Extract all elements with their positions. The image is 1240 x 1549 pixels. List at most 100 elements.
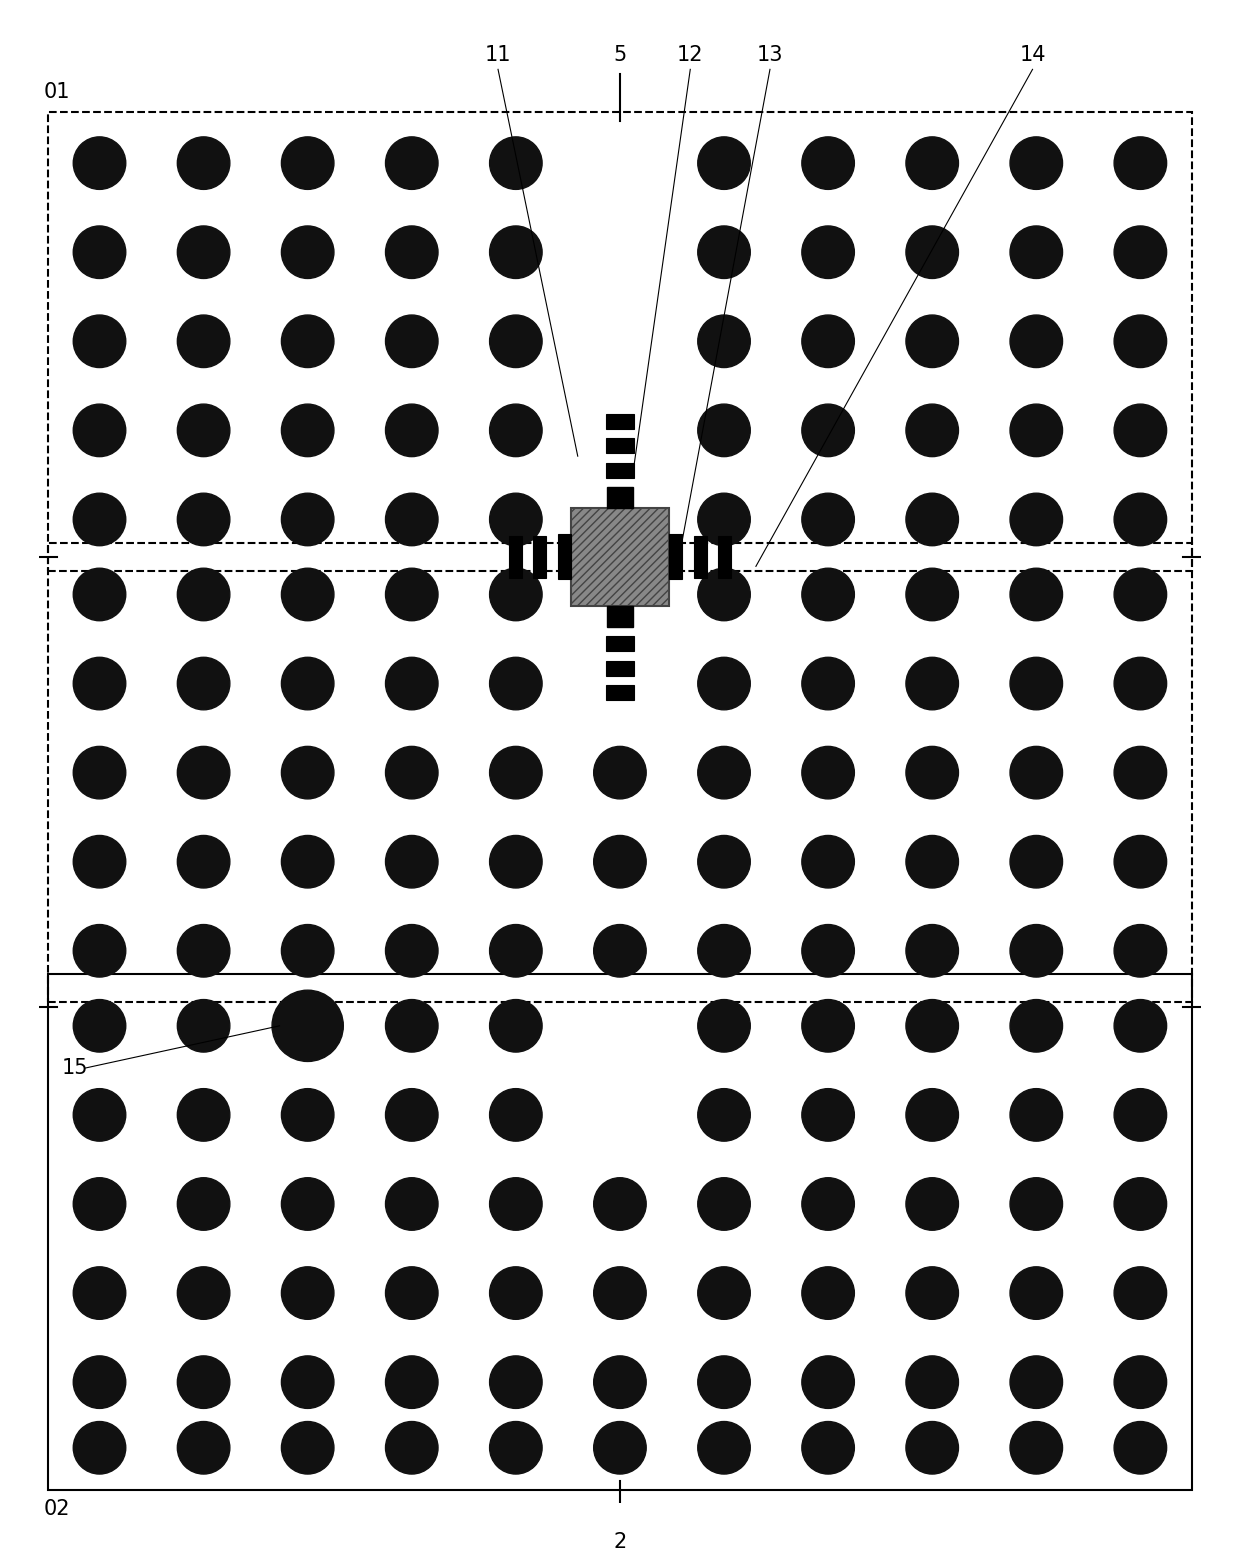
- Circle shape: [73, 314, 125, 367]
- Circle shape: [490, 835, 542, 888]
- Circle shape: [73, 404, 125, 457]
- Circle shape: [1011, 747, 1063, 799]
- Circle shape: [177, 1267, 229, 1320]
- Circle shape: [698, 1355, 750, 1408]
- Circle shape: [594, 925, 646, 977]
- Circle shape: [1011, 1177, 1063, 1230]
- Circle shape: [177, 835, 229, 888]
- Circle shape: [802, 925, 854, 977]
- Circle shape: [386, 136, 438, 189]
- Circle shape: [177, 568, 229, 621]
- Circle shape: [490, 136, 542, 189]
- Circle shape: [802, 568, 854, 621]
- Circle shape: [281, 657, 334, 709]
- Circle shape: [281, 747, 334, 799]
- Circle shape: [698, 493, 750, 545]
- Circle shape: [594, 835, 646, 888]
- Circle shape: [490, 999, 542, 1052]
- Circle shape: [1011, 493, 1063, 545]
- Circle shape: [802, 1355, 854, 1408]
- Circle shape: [490, 314, 542, 367]
- Circle shape: [281, 1422, 334, 1475]
- Circle shape: [698, 1267, 750, 1320]
- Circle shape: [490, 404, 542, 457]
- Circle shape: [698, 835, 750, 888]
- Circle shape: [906, 657, 959, 709]
- Circle shape: [1011, 1422, 1063, 1475]
- Circle shape: [906, 1177, 959, 1230]
- Circle shape: [1011, 226, 1063, 279]
- Circle shape: [177, 314, 229, 367]
- Circle shape: [906, 925, 959, 977]
- Circle shape: [386, 404, 438, 457]
- Bar: [606, 606, 634, 627]
- Text: 11: 11: [485, 45, 511, 65]
- Circle shape: [1114, 314, 1167, 367]
- Circle shape: [594, 1177, 646, 1230]
- Circle shape: [1011, 835, 1063, 888]
- Text: 14: 14: [1019, 45, 1045, 65]
- Circle shape: [1011, 1355, 1063, 1408]
- Circle shape: [594, 1267, 646, 1320]
- Circle shape: [1114, 1089, 1167, 1142]
- Circle shape: [1114, 657, 1167, 709]
- Circle shape: [386, 1177, 438, 1230]
- Circle shape: [177, 136, 229, 189]
- Circle shape: [1114, 1177, 1167, 1230]
- Circle shape: [802, 999, 854, 1052]
- Circle shape: [698, 999, 750, 1052]
- Circle shape: [1011, 657, 1063, 709]
- Circle shape: [906, 1422, 959, 1475]
- Circle shape: [1011, 314, 1063, 367]
- Circle shape: [386, 1422, 438, 1475]
- Circle shape: [386, 747, 438, 799]
- Circle shape: [698, 314, 750, 367]
- Circle shape: [906, 404, 959, 457]
- Circle shape: [906, 835, 959, 888]
- Circle shape: [1011, 568, 1063, 621]
- Bar: [606, 438, 634, 454]
- Text: 2: 2: [614, 1532, 626, 1549]
- Circle shape: [386, 835, 438, 888]
- Circle shape: [802, 136, 854, 189]
- Circle shape: [1114, 493, 1167, 545]
- Circle shape: [281, 226, 334, 279]
- Circle shape: [490, 568, 542, 621]
- Circle shape: [281, 568, 334, 621]
- Circle shape: [73, 1177, 125, 1230]
- Circle shape: [906, 999, 959, 1052]
- Circle shape: [802, 1089, 854, 1142]
- Circle shape: [281, 925, 334, 977]
- Circle shape: [802, 493, 854, 545]
- Circle shape: [698, 226, 750, 279]
- Circle shape: [177, 1177, 229, 1230]
- Circle shape: [386, 226, 438, 279]
- Circle shape: [73, 568, 125, 621]
- Bar: [570, 508, 670, 606]
- Text: 13: 13: [756, 45, 784, 65]
- Bar: [718, 536, 732, 578]
- Circle shape: [281, 1267, 334, 1320]
- Circle shape: [802, 404, 854, 457]
- Circle shape: [1114, 1422, 1167, 1475]
- Circle shape: [490, 226, 542, 279]
- Circle shape: [490, 925, 542, 977]
- Circle shape: [1011, 999, 1063, 1052]
- Circle shape: [490, 1089, 542, 1142]
- Circle shape: [177, 404, 229, 457]
- Circle shape: [906, 1089, 959, 1142]
- Bar: [508, 536, 522, 578]
- Circle shape: [386, 1355, 438, 1408]
- Circle shape: [73, 999, 125, 1052]
- Circle shape: [386, 925, 438, 977]
- Circle shape: [73, 136, 125, 189]
- Circle shape: [177, 493, 229, 545]
- Circle shape: [1011, 404, 1063, 457]
- Circle shape: [1011, 925, 1063, 977]
- Circle shape: [802, 1177, 854, 1230]
- Circle shape: [906, 493, 959, 545]
- Circle shape: [1114, 226, 1167, 279]
- Text: 5: 5: [614, 45, 626, 65]
- Circle shape: [698, 1089, 750, 1142]
- Circle shape: [177, 999, 229, 1052]
